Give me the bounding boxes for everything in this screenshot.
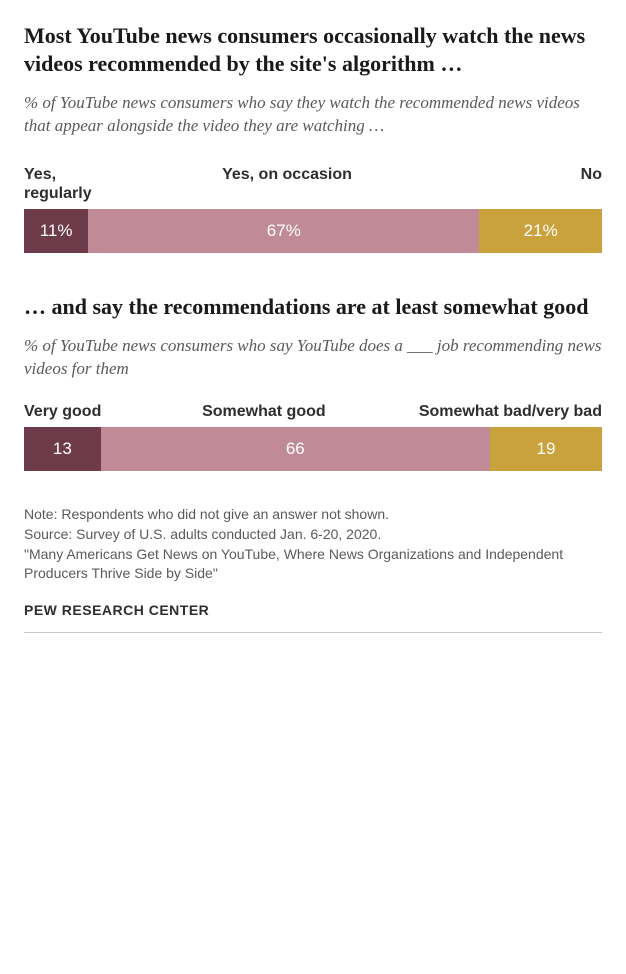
chart1-label-a: Yes, regularly [24, 166, 128, 203]
chart2-subtitle: % of YouTube news consumers who say YouT… [24, 335, 602, 381]
footnote-note: Note: Respondents who did not give an an… [24, 505, 602, 525]
chart1-seg-c: 21% [479, 209, 602, 253]
chart2-seg-a: 13 [24, 427, 101, 471]
chart1-bar: 11% 67% 21% [24, 209, 602, 253]
chart2-label-a: Very good [24, 403, 128, 421]
chart1-seg-a: 11% [24, 209, 88, 253]
chart1-label-c: No [446, 166, 602, 203]
chart1-title: Most YouTube news consumers occasionally… [24, 22, 602, 78]
chart1-seg-b: 67% [88, 209, 479, 253]
chart2-bar: 13 66 19 [24, 427, 602, 471]
footnote: Note: Respondents who did not give an an… [24, 505, 602, 583]
chart2-label-c: Somewhat bad/very bad [400, 403, 602, 421]
footnote-ref: "Many Americans Get News on YouTube, Whe… [24, 545, 602, 584]
chart2-labels: Very good Somewhat good Somewhat bad/ver… [24, 403, 602, 421]
chart2-label-b: Somewhat good [128, 403, 400, 421]
chart1-labels: Yes, regularly Yes, on occasion No [24, 166, 602, 203]
chart2-title: … and say the recommendations are at lea… [24, 293, 602, 321]
chart2-seg-c: 19 [490, 427, 602, 471]
footnote-source: Source: Survey of U.S. adults conducted … [24, 525, 602, 545]
bottom-rule [24, 632, 602, 633]
chart1-subtitle: % of YouTube news consumers who say they… [24, 92, 602, 138]
brand: PEW RESEARCH CENTER [24, 602, 602, 618]
chart1-label-b: Yes, on occasion [128, 166, 446, 203]
chart2-seg-b: 66 [101, 427, 490, 471]
